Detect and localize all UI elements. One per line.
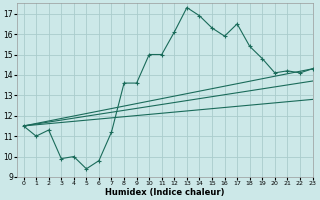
X-axis label: Humidex (Indice chaleur): Humidex (Indice chaleur) <box>105 188 225 197</box>
